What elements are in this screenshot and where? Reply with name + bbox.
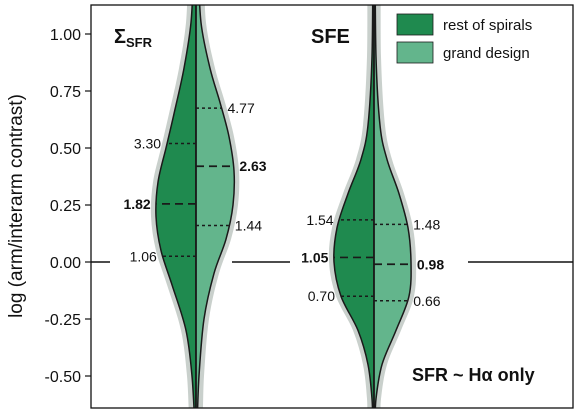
y-tick-label: 1.00 [50,27,81,44]
panel-title-sfr-sub: SFR [126,35,153,50]
violin-sfe-rest-of-spirals [333,5,375,408]
y-tick-label: -0.50 [45,369,82,386]
panel-title-sfe: SFE [311,26,350,48]
violin-sfe-grand-design [373,5,412,408]
quartile-label-sfr: 1.44 [235,218,262,234]
y-axis: 1.00 0.75 0.50 0.25 0.00 -0.25 -0.50 [45,27,91,386]
plot-frame [90,4,574,409]
quartile-labels: 1.06 1.82 3.30 1.44 2.63 4.77 0.70 1.05 1.54 0.66… [123,100,444,309]
quartile-label-sfe: 1.54 [306,212,333,228]
panel-title-sfr: ΣSFR [114,26,153,50]
legend-swatch-rest-of-spirals [396,13,434,36]
y-tick-label: 0.75 [50,84,81,101]
quartile-label-sfr: 4.77 [228,100,255,116]
y-tick-label: -0.25 [45,312,82,329]
method-annotation: SFR ~ Hα only [412,365,535,385]
legend-label-grand-design: grand design [443,45,530,62]
quartile-label-sfe: 1.48 [413,216,440,232]
violins-layer [150,5,417,408]
panel-title-sfr-main: Σ [114,26,126,48]
y-tick-label: 0.50 [50,141,81,158]
y-axis-label: log (arm/interarm contrast) [6,94,27,318]
quartile-label-sfe: 1.05 [301,249,328,265]
legend-swatch-grand-design [396,41,434,64]
quartile-label-sfe: 0.98 [417,256,444,272]
quartile-label-sfr: 1.06 [130,248,157,264]
violin-sfr-grand-design [195,5,236,408]
quartile-label-sfe: 0.70 [308,288,335,304]
quartile-label-sfr: 3.30 [134,135,161,151]
quartile-label-sfe: 0.66 [413,293,440,309]
legend-label-rest-of-spirals: rest of spirals [443,17,532,34]
y-tick-label: 0.00 [50,255,81,272]
y-tick-label: 0.25 [50,198,81,215]
quartile-label-sfr: 2.63 [239,158,266,174]
legend: rest of spirals grand design [396,13,532,64]
violin-sfr-rest-of-spirals [155,5,197,408]
quartile-label-sfr: 1.82 [123,196,150,212]
